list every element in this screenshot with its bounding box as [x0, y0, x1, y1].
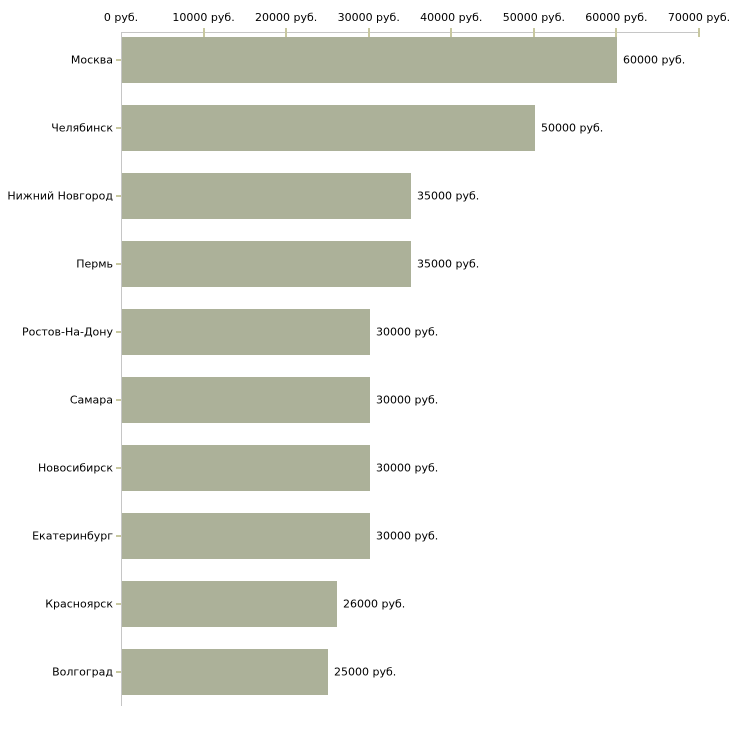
bar-Москва	[122, 37, 617, 83]
x-axis-tick-mark	[285, 28, 288, 37]
value-label: 60000 руб.	[623, 53, 686, 67]
category-tick-mark	[116, 263, 121, 265]
category-label: Пермь	[76, 257, 113, 271]
category-label: Волгоград	[52, 665, 113, 679]
value-label: 25000 руб.	[334, 665, 397, 679]
category-label: Екатеринбург	[32, 529, 113, 543]
x-axis-tick-mark	[202, 28, 205, 37]
value-label: 50000 руб.	[541, 121, 604, 135]
category-label: Самара	[69, 393, 113, 407]
x-axis-tick-mark	[450, 28, 453, 37]
bar-Новосибирск	[122, 445, 370, 491]
category-tick-mark	[116, 671, 121, 673]
value-label: 30000 руб.	[376, 325, 439, 339]
bar-Красноярск	[122, 581, 337, 627]
value-label: 35000 руб.	[417, 257, 480, 271]
x-axis-tick-mark	[615, 28, 618, 37]
bar-Волгоград	[122, 649, 328, 695]
x-axis-tick-label: 30000 руб.	[337, 11, 400, 24]
bar-Нижний Новгород	[122, 173, 411, 219]
category-label: Нижний Новгород	[7, 189, 113, 203]
x-axis-tick-mark	[698, 28, 700, 37]
category-label: Новосибирск	[37, 461, 113, 475]
value-label: 30000 руб.	[376, 461, 439, 475]
x-axis-tick-mark	[532, 28, 535, 37]
category-tick-mark	[116, 195, 121, 197]
category-tick-mark	[116, 399, 121, 401]
value-label: 30000 руб.	[376, 529, 439, 543]
category-tick-mark	[116, 467, 121, 469]
x-axis-tick-label: 50000 руб.	[502, 11, 565, 24]
bar-Екатеринбург	[122, 513, 370, 559]
value-label: 30000 руб.	[376, 393, 439, 407]
x-axis-tick-label: 20000 руб.	[255, 11, 318, 24]
category-label: Ростов-На-Дону	[21, 325, 113, 339]
y-axis-line	[121, 32, 122, 706]
category-tick-mark	[116, 331, 121, 333]
x-axis-tick-label: 40000 руб.	[420, 11, 483, 24]
x-axis-line	[121, 32, 700, 33]
category-tick-mark	[116, 59, 121, 61]
bar-Самара	[122, 377, 370, 423]
value-label: 35000 руб.	[417, 189, 480, 203]
x-axis-tick-label: 60000 руб.	[585, 11, 648, 24]
category-label: Красноярск	[45, 597, 113, 611]
bar-Пермь	[122, 241, 411, 287]
value-label: 26000 руб.	[343, 597, 406, 611]
bar-Челябинск	[122, 105, 535, 151]
category-tick-mark	[116, 535, 121, 537]
bar-Ростов-На-Дону	[122, 309, 370, 355]
category-label: Челябинск	[51, 121, 113, 135]
x-axis-tick-label: 0 руб.	[103, 11, 139, 24]
category-tick-mark	[116, 603, 121, 605]
category-tick-mark	[116, 127, 121, 129]
x-axis-tick-mark	[367, 28, 370, 37]
category-label: Москва	[70, 53, 113, 67]
x-axis-tick-label: 70000 руб.	[667, 11, 730, 24]
x-axis-tick-label: 10000 руб.	[172, 11, 235, 24]
